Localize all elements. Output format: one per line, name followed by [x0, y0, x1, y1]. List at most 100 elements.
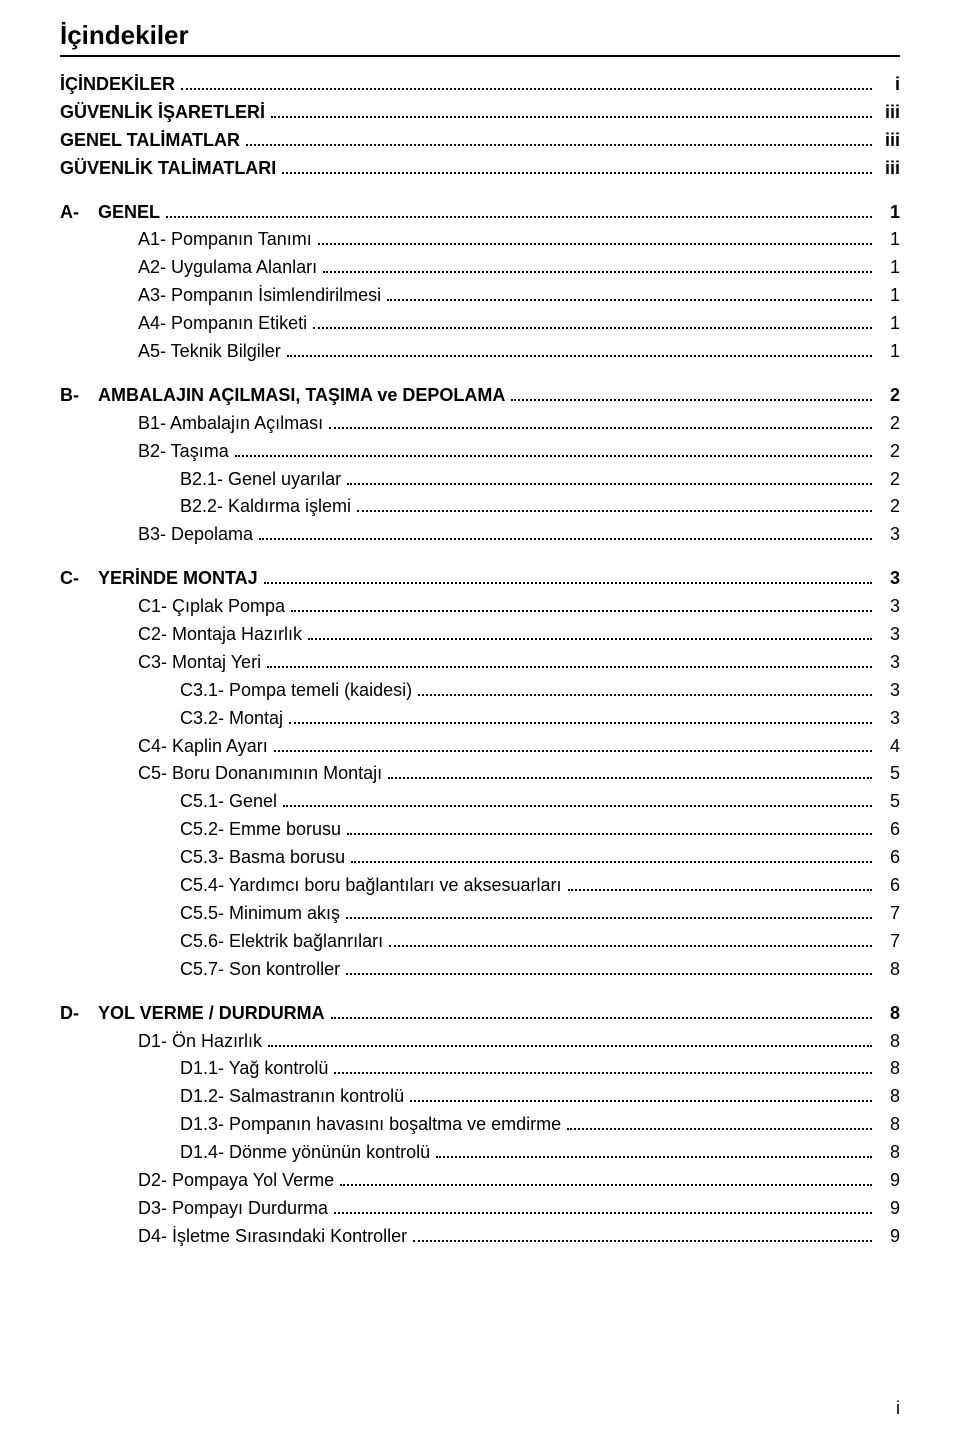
toc-row: D1.1- Yağ kontrolü 8 — [60, 1055, 900, 1083]
toc-page-number: iii — [878, 155, 900, 183]
toc-leader — [313, 317, 872, 330]
toc-label: A1- Pompanın Tanımı — [138, 226, 312, 254]
toc-row: D1- Ön Hazırlık8 — [60, 1028, 900, 1056]
toc-page-number: 3 — [878, 593, 900, 621]
toc-row: D1.4- Dönme yönünün kontrolü 8 — [60, 1139, 900, 1167]
toc-label: GÜVENLİK TALİMATLARI — [60, 155, 276, 183]
toc-page-number: 8 — [878, 1055, 900, 1083]
toc-row: B3- Depolama3 — [60, 521, 900, 549]
toc-leader — [334, 1062, 872, 1075]
toc-leader — [389, 934, 872, 947]
toc-row: D3- Pompayı Durdurma9 — [60, 1195, 900, 1223]
toc-leader — [235, 444, 872, 457]
toc-row: C5- Boru Donanımının Montajı5 — [60, 760, 900, 788]
toc-label: D2- Pompaya Yol Verme — [138, 1167, 334, 1195]
toc-leader — [346, 906, 872, 919]
toc-row: C1- Çıplak Pompa 3 — [60, 593, 900, 621]
toc-page-number: 6 — [878, 844, 900, 872]
toc-leader — [271, 105, 872, 118]
toc-row: C3.1- Pompa temeli (kaidesi)3 — [60, 677, 900, 705]
toc-row: A3- Pompanın İsimlendirilmesi1 — [60, 282, 900, 310]
toc-leader — [283, 795, 872, 808]
toc-label: İÇİNDEKİLER — [60, 71, 175, 99]
toc-leader — [291, 600, 872, 613]
toc-row: A4- Pompanın Etiketi1 — [60, 310, 900, 338]
toc-page-number: 8 — [878, 956, 900, 984]
toc-label: D3- Pompayı Durdurma — [138, 1195, 328, 1223]
toc-leader — [331, 1006, 872, 1019]
toc-page-number: 3 — [878, 705, 900, 733]
title-rule — [60, 55, 900, 57]
toc-leader — [318, 233, 872, 246]
toc-leader — [567, 1118, 872, 1131]
toc-row: B2- Taşıma2 — [60, 438, 900, 466]
toc-page-number: 1 — [878, 199, 900, 227]
toc-label: C1- Çıplak Pompa — [138, 593, 285, 621]
toc-page-number: 3 — [878, 649, 900, 677]
toc-row: A1- Pompanın Tanımı 1 — [60, 226, 900, 254]
toc-label: A4- Pompanın Etiketi — [138, 310, 307, 338]
toc-page-number: 8 — [878, 1028, 900, 1056]
toc-page-number: 6 — [878, 816, 900, 844]
toc-label: C5.1- Genel — [180, 788, 277, 816]
toc-leader — [388, 767, 872, 780]
toc-row: C5.5- Minimum akış7 — [60, 900, 900, 928]
toc-label: YOL VERME / DURDURMA — [98, 1000, 325, 1028]
toc-row: C-YERİNDE MONTAJ3 — [60, 565, 900, 593]
toc-leader — [259, 528, 872, 541]
toc-row: C5.3- Basma borusu 6 — [60, 844, 900, 872]
table-of-contents: İÇİNDEKİLERiGÜVENLİK İŞARETLERİiiiGENEL … — [60, 71, 900, 1251]
toc-label: C2- Montaja Hazırlık — [138, 621, 302, 649]
toc-page-number: 9 — [878, 1223, 900, 1251]
toc-row: D1.2- Salmastranın kontrolü8 — [60, 1083, 900, 1111]
toc-row: D1.3- Pompanın havasını boşaltma ve emdi… — [60, 1111, 900, 1139]
toc-leader — [166, 205, 872, 218]
toc-page-number: 8 — [878, 1139, 900, 1167]
toc-row: B-AMBALAJIN AÇILMASI, TAŞIMA ve DEPOLAMA… — [60, 382, 900, 410]
toc-leader — [308, 627, 872, 640]
toc-page-number: 2 — [878, 382, 900, 410]
toc-leader — [387, 289, 872, 302]
page-title: İçindekiler — [60, 20, 900, 51]
toc-label: GÜVENLİK İŞARETLERİ — [60, 99, 265, 127]
toc-label: D4- İşletme Sırasındaki Kontroller — [138, 1223, 407, 1251]
toc-row: C5.7- Son kontroller 8 — [60, 956, 900, 984]
toc-leader — [289, 711, 872, 724]
toc-label: C5.4- Yardımcı boru bağlantıları ve akse… — [180, 872, 562, 900]
toc-label: C3.1- Pompa temeli (kaidesi) — [180, 677, 412, 705]
toc-label: D1.1- Yağ kontrolü — [180, 1055, 328, 1083]
toc-page-number: 1 — [878, 254, 900, 282]
toc-leader — [418, 683, 872, 696]
toc-page-number: 2 — [878, 466, 900, 494]
toc-page-number: 1 — [878, 338, 900, 366]
toc-row: İÇİNDEKİLERi — [60, 71, 900, 99]
toc-page-number: 5 — [878, 760, 900, 788]
toc-leader — [329, 416, 872, 429]
toc-leader — [264, 572, 872, 585]
toc-label: C5.7- Son kontroller — [180, 956, 340, 984]
toc-label: D1.4- Dönme yönünün kontrolü — [180, 1139, 430, 1167]
toc-page-number: 1 — [878, 282, 900, 310]
toc-page-number: 1 — [878, 226, 900, 254]
toc-row: B1- Ambalajın Açılması2 — [60, 410, 900, 438]
toc-row: GÜVENLİK İŞARETLERİ iii — [60, 99, 900, 127]
toc-page-number: 2 — [878, 493, 900, 521]
toc-row: A2- Uygulama Alanları1 — [60, 254, 900, 282]
toc-leader — [346, 962, 872, 975]
toc-leader — [282, 161, 872, 174]
toc-section: C- — [60, 565, 98, 593]
toc-page-number: iii — [878, 99, 900, 127]
toc-label: C5.3- Basma borusu — [180, 844, 345, 872]
toc-section: A- — [60, 199, 98, 227]
toc-page-number: 4 — [878, 733, 900, 761]
toc-row: A5- Teknik Bilgiler1 — [60, 338, 900, 366]
toc-label: D1.2- Salmastranın kontrolü — [180, 1083, 404, 1111]
toc-label: B2.2- Kaldırma işlemi — [180, 493, 351, 521]
toc-label: AMBALAJIN AÇILMASI, TAŞIMA ve DEPOLAMA — [98, 382, 505, 410]
toc-row: C2- Montaja Hazırlık3 — [60, 621, 900, 649]
toc-page-number: 2 — [878, 410, 900, 438]
toc-label: YERİNDE MONTAJ — [98, 565, 258, 593]
toc-page-number: 2 — [878, 438, 900, 466]
toc-leader — [347, 472, 872, 485]
toc-leader — [347, 823, 872, 836]
